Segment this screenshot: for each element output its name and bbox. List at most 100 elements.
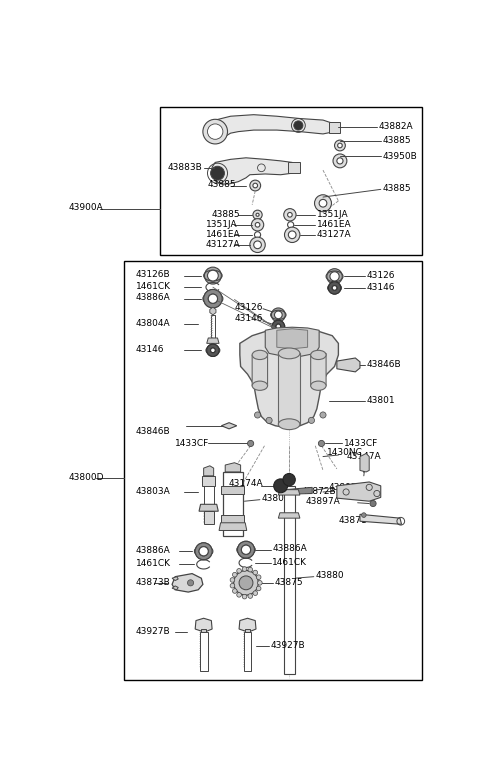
- Circle shape: [252, 219, 264, 231]
- Polygon shape: [200, 632, 207, 670]
- Circle shape: [333, 154, 347, 168]
- Polygon shape: [360, 514, 402, 525]
- Ellipse shape: [252, 350, 267, 359]
- Polygon shape: [210, 307, 216, 315]
- Text: 1351JA: 1351JA: [317, 210, 348, 219]
- Text: 1433CF: 1433CF: [175, 439, 209, 448]
- Text: 43804A: 43804A: [136, 319, 170, 327]
- Text: 43880: 43880: [315, 571, 344, 580]
- Circle shape: [319, 199, 327, 207]
- Polygon shape: [278, 353, 300, 424]
- Text: 43873B: 43873B: [136, 577, 171, 587]
- Circle shape: [237, 569, 241, 573]
- Circle shape: [204, 289, 222, 308]
- Polygon shape: [244, 632, 252, 670]
- Bar: [124, 261, 421, 680]
- Ellipse shape: [278, 419, 300, 430]
- Text: 43127A: 43127A: [317, 230, 351, 238]
- Circle shape: [238, 542, 254, 558]
- Circle shape: [195, 542, 212, 559]
- Text: 43802A: 43802A: [262, 494, 296, 504]
- Polygon shape: [201, 629, 206, 632]
- Polygon shape: [221, 423, 237, 429]
- Circle shape: [234, 570, 258, 595]
- Circle shape: [308, 417, 314, 424]
- Circle shape: [258, 580, 262, 585]
- Circle shape: [204, 267, 221, 284]
- Text: 43897A: 43897A: [306, 497, 341, 507]
- Circle shape: [204, 289, 222, 308]
- Circle shape: [318, 441, 324, 446]
- Ellipse shape: [206, 345, 220, 355]
- Circle shape: [272, 320, 285, 333]
- Text: 1461CK: 1461CK: [136, 559, 171, 568]
- Circle shape: [253, 183, 258, 188]
- Circle shape: [256, 213, 259, 217]
- Text: 43800D: 43800D: [69, 473, 105, 482]
- Text: 43846B: 43846B: [136, 428, 170, 436]
- Ellipse shape: [328, 283, 341, 293]
- Ellipse shape: [237, 544, 255, 556]
- Circle shape: [320, 412, 326, 418]
- Text: 43885: 43885: [382, 136, 411, 144]
- Text: 43127A: 43127A: [206, 240, 240, 248]
- Ellipse shape: [278, 348, 300, 359]
- Text: 1433CF: 1433CF: [344, 439, 378, 448]
- Ellipse shape: [311, 350, 326, 359]
- Circle shape: [255, 223, 260, 227]
- Text: 1461CK: 1461CK: [136, 282, 171, 291]
- Circle shape: [211, 348, 215, 352]
- Circle shape: [335, 140, 345, 151]
- Circle shape: [276, 324, 281, 329]
- Polygon shape: [284, 486, 295, 674]
- Polygon shape: [285, 487, 312, 494]
- Circle shape: [294, 121, 303, 130]
- Text: 43872B: 43872B: [301, 487, 336, 496]
- Circle shape: [253, 591, 258, 595]
- Circle shape: [238, 542, 254, 558]
- Circle shape: [361, 513, 366, 518]
- Circle shape: [248, 594, 252, 598]
- Text: 43886A: 43886A: [272, 545, 307, 553]
- Polygon shape: [202, 476, 215, 486]
- Polygon shape: [211, 115, 335, 141]
- Text: 43885: 43885: [207, 180, 236, 189]
- Polygon shape: [204, 466, 214, 476]
- Ellipse shape: [252, 381, 267, 390]
- Circle shape: [284, 209, 296, 221]
- Polygon shape: [219, 523, 247, 531]
- Circle shape: [330, 272, 339, 281]
- Text: 43886A: 43886A: [136, 293, 171, 303]
- Text: 43803A: 43803A: [136, 487, 171, 496]
- Circle shape: [208, 294, 217, 303]
- Circle shape: [250, 180, 261, 191]
- Text: 43147A: 43147A: [346, 452, 381, 461]
- Text: 43897: 43897: [328, 483, 357, 492]
- Circle shape: [242, 566, 247, 571]
- Text: 43875: 43875: [275, 577, 303, 587]
- Text: 43126: 43126: [367, 271, 396, 280]
- Polygon shape: [172, 586, 178, 590]
- Polygon shape: [337, 358, 360, 372]
- Circle shape: [188, 580, 193, 586]
- Circle shape: [253, 570, 258, 575]
- Text: 43871: 43871: [338, 516, 367, 525]
- Circle shape: [275, 311, 282, 319]
- Text: 1351JA: 1351JA: [206, 220, 238, 228]
- Polygon shape: [265, 327, 319, 356]
- Circle shape: [285, 227, 300, 243]
- Polygon shape: [172, 577, 178, 580]
- Circle shape: [199, 546, 208, 556]
- Circle shape: [207, 270, 218, 281]
- Text: 43885: 43885: [211, 210, 240, 219]
- Polygon shape: [204, 476, 214, 521]
- Circle shape: [207, 344, 219, 356]
- Circle shape: [250, 237, 265, 252]
- Circle shape: [253, 210, 262, 220]
- Polygon shape: [221, 515, 244, 523]
- Circle shape: [283, 473, 295, 486]
- Polygon shape: [360, 453, 369, 472]
- Circle shape: [314, 195, 332, 212]
- Circle shape: [207, 124, 223, 140]
- Circle shape: [328, 282, 341, 294]
